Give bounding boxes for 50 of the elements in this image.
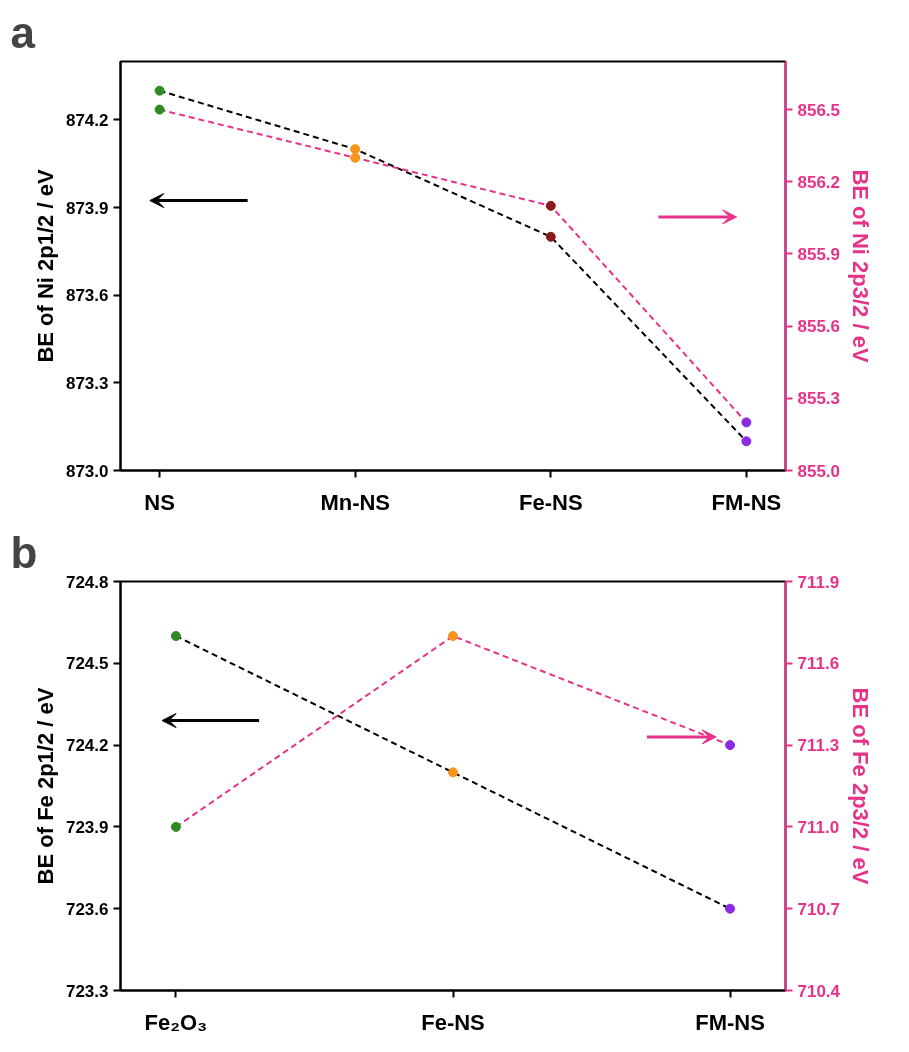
point: [725, 903, 736, 914]
y2-tick-label: 710.4: [797, 981, 841, 1001]
y-tick-label: 724.2: [65, 736, 109, 756]
x-tick-label: FM-NS: [695, 1009, 765, 1035]
y-tick-label: 723.9: [65, 817, 109, 837]
y2-tick-label: 711.3: [797, 736, 840, 756]
chart-title: b: [10, 527, 38, 577]
point: [154, 104, 165, 115]
y-tick-label: 874.2: [65, 110, 109, 130]
y-tick-label: 873.0: [65, 461, 109, 481]
point: [725, 740, 736, 751]
y-axis-title: BE of Ni 2p1/2 / eV: [32, 169, 58, 363]
point: [741, 436, 752, 447]
y-tick-label: 873.9: [65, 198, 109, 218]
y-axis-title: BE of Fe 2p1/2 / eV: [32, 687, 58, 885]
point: [350, 144, 361, 155]
y2-tick-label: 855.0: [797, 461, 841, 481]
y2-axis-title: BE of Ni 2p3/2 / eV: [848, 169, 874, 363]
point: [448, 767, 458, 778]
x-tick-label: FM-NS: [711, 489, 782, 515]
y-tick-label: 724.5: [65, 654, 109, 674]
y2-tick-label: 856.2: [797, 172, 841, 192]
y-tick-label: 723.6: [65, 899, 109, 919]
point: [170, 821, 181, 832]
y2-tick-label: 855.9: [797, 244, 841, 264]
point: [741, 417, 752, 428]
point: [545, 231, 556, 242]
y-tick-label: 873.3: [65, 373, 109, 393]
x-tick-label: Fe-NS: [519, 489, 583, 515]
y2-tick-label: 855.6: [797, 317, 841, 337]
y2-tick-label: 711.6: [797, 654, 840, 674]
y2-tick-label: 710.7: [797, 899, 841, 919]
point: [154, 85, 165, 96]
y-tick-label: 724.8: [65, 572, 109, 592]
y-tick-label: 873.6: [65, 286, 109, 306]
point: [170, 631, 181, 642]
x-tick-label: Mn-NS: [320, 489, 391, 515]
x-tick-label: NS: [144, 489, 175, 515]
y2-tick-label: 856.5: [797, 100, 841, 120]
chart-title: a: [10, 7, 36, 57]
y2-tick-label: 711.0: [797, 817, 840, 837]
y2-tick-label: 855.3: [797, 389, 841, 409]
y-tick-label: 723.3: [65, 981, 109, 1001]
y2-tick-label: 711.9: [797, 572, 840, 592]
point: [448, 631, 458, 642]
x-tick-label: Fe-NS: [421, 1009, 485, 1035]
point: [545, 200, 556, 211]
point: [350, 152, 361, 163]
y2-axis-title: BE of Fe 2p3/2 / eV: [848, 687, 874, 885]
x-tick-label: Fe₂O₃: [144, 1009, 208, 1035]
